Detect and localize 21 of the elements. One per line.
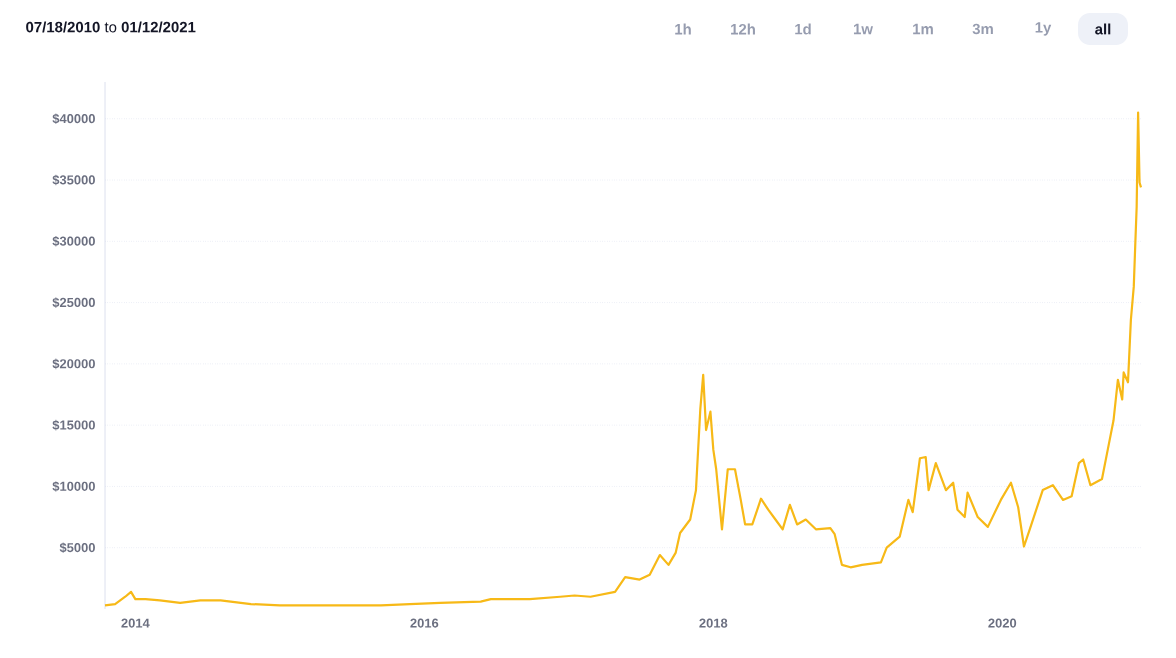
y-tick-label: $20000 bbox=[52, 358, 95, 370]
x-tick-label: 2020 bbox=[988, 618, 1017, 628]
y-tick-label: $35000 bbox=[52, 174, 95, 186]
text: all bbox=[1095, 23, 1111, 35]
text: 1d bbox=[795, 23, 811, 35]
text: 1h bbox=[675, 23, 691, 35]
text: 1y bbox=[1035, 22, 1052, 36]
y-tick-label: $5000 bbox=[59, 542, 95, 553]
y-tick-label: $30000 bbox=[52, 236, 95, 247]
text: 1m bbox=[913, 23, 933, 35]
text: 1w bbox=[853, 23, 873, 35]
text: 12h bbox=[731, 23, 755, 35]
text: 3m bbox=[972, 23, 993, 35]
y-tick-label: $10000 bbox=[52, 481, 95, 492]
chart-title: 07/18/2010 to 01/12/2021 bbox=[26, 21, 196, 33]
y-tick-label: $15000 bbox=[52, 419, 95, 431]
y-tick-label: $25000 bbox=[52, 297, 95, 308]
x-tick-label: 2016 bbox=[410, 618, 439, 628]
x-tick-label: 2018 bbox=[699, 618, 728, 628]
y-tick-label: $40000 bbox=[52, 113, 95, 125]
x-tick-label: 2014 bbox=[121, 618, 150, 628]
